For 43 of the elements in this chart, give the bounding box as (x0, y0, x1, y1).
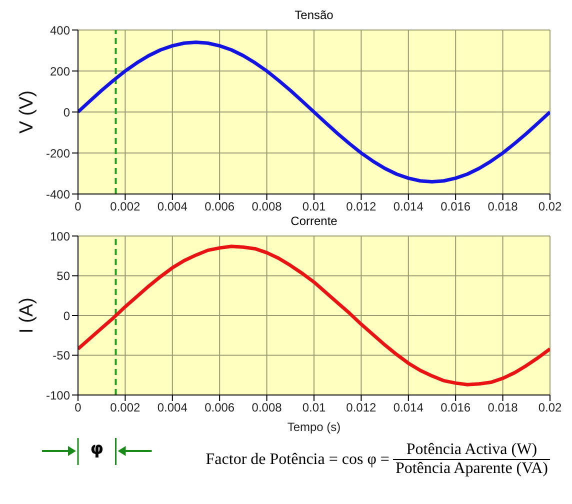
x-tick-label: 0.016 (440, 400, 471, 415)
x-tick-label: 0 (74, 200, 82, 214)
line-series (78, 40, 550, 184)
x-tick-label: 0.006 (204, 400, 235, 415)
y-tick-label: 50 (56, 269, 70, 284)
y-tick-label: 200 (50, 64, 70, 78)
x-tick-label: 0.016 (440, 200, 471, 214)
x-tick-label: 0.018 (488, 200, 518, 214)
text: Factor de Potência = cos φ = (206, 450, 390, 468)
y-tick-label: -200 (46, 146, 70, 160)
x-tick-label: 0.02 (538, 200, 562, 214)
text: Potência Activa (W) (405, 441, 538, 459)
x-tick-label: 0.004 (157, 400, 188, 415)
text: Potência Aparente (VA) (393, 459, 550, 478)
x-tick-label: 0.002 (110, 200, 141, 214)
x-tick-label: 0.008 (252, 200, 282, 214)
x-tick-label: 0.018 (488, 400, 518, 415)
y-tick-label: 0 (63, 308, 70, 323)
x-tick-label: 0.008 (252, 400, 282, 415)
y-axis-title: V (V) (16, 90, 38, 134)
x-tick-label: 0 (74, 400, 82, 415)
x-tick-label: 0.014 (393, 400, 424, 415)
y-tick-label: 400 (50, 23, 70, 38)
line-series (78, 244, 550, 386)
y-tick-label: 0 (63, 105, 70, 120)
text: φ (89, 439, 105, 459)
x-tick-label: 0.012 (346, 400, 377, 415)
y-tick-label: 100 (50, 229, 70, 244)
x-tick-label: 0.002 (110, 400, 141, 415)
y-tick-label: -100 (46, 388, 70, 402)
y-tick-label: -50 (52, 348, 70, 363)
y-axis-title: I (A) (16, 298, 38, 334)
chart-title: Tensão (294, 8, 334, 24)
x-tick-label: 0.01 (302, 200, 326, 214)
x-tick-label: 0.01 (302, 400, 326, 415)
x-tick-label: 0.014 (393, 200, 424, 214)
x-axis-title: Tempo (s) (287, 420, 341, 434)
x-tick-label: 0.004 (157, 200, 188, 214)
chart-title: Corrente (290, 214, 338, 230)
x-tick-label: 0.02 (538, 400, 562, 415)
x-tick-label: 0.012 (346, 200, 377, 214)
y-tick-label: -400 (46, 187, 70, 202)
x-tick-label: 0.006 (204, 200, 235, 214)
